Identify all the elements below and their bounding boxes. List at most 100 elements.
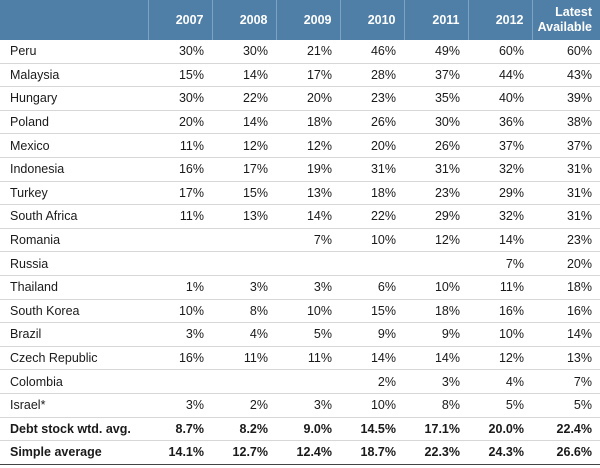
column-header: 2009: [276, 0, 341, 40]
table-cell: 12%: [212, 133, 276, 158]
column-header: 2012: [468, 0, 533, 40]
table-cell: 8%: [212, 299, 276, 324]
table-cell: 22.3%: [404, 440, 468, 465]
column-header: 2007: [148, 0, 213, 40]
row-label: Brazil: [0, 322, 148, 347]
table-cell: 14.5%: [340, 416, 404, 442]
table-cell: 24.3%: [468, 440, 532, 465]
table-row: Turkey 17% 15% 13% 18% 23% 29% 31%: [0, 181, 600, 206]
table-cell: 14%: [212, 63, 276, 88]
row-label: Turkey: [0, 181, 148, 206]
table-cell: 37%: [532, 133, 600, 158]
table-cell: 17%: [148, 181, 212, 206]
row-label: Simple average: [0, 440, 148, 465]
table-cell: 12%: [276, 133, 340, 158]
table-cell: [148, 228, 212, 253]
header-corner: [0, 0, 149, 40]
row-label: Mexico: [0, 133, 148, 158]
table-cell: 5%: [468, 393, 532, 418]
table-cell: [340, 251, 404, 276]
row-label: South Korea: [0, 299, 148, 324]
table-cell: [212, 228, 276, 253]
table-cell: 10%: [340, 228, 404, 253]
table-cell: [148, 369, 212, 394]
table-header: 2007 2008 2009 2010 2011 2012 Latest Available: [0, 0, 600, 40]
table-cell: 30%: [212, 40, 276, 64]
table-row: South Korea 10% 8% 10% 15% 18% 16% 16%: [0, 299, 600, 324]
table-cell: 26.6%: [532, 440, 600, 465]
table-cell: 18%: [340, 181, 404, 206]
table-cell: 17%: [212, 157, 276, 182]
table-cell: 3%: [212, 275, 276, 300]
table-cell: 39%: [532, 86, 600, 111]
table-cell: 11%: [148, 204, 212, 229]
table-cell: 38%: [532, 110, 600, 135]
table-cell: 14.1%: [148, 440, 212, 465]
table-cell: 16%: [532, 299, 600, 324]
table-cell: 12.4%: [276, 440, 340, 465]
column-header: 2008: [212, 0, 277, 40]
table-cell: 37%: [404, 63, 468, 88]
table-cell: 23%: [532, 228, 600, 253]
table-cell: 31%: [532, 157, 600, 182]
table-cell: 10%: [468, 322, 532, 347]
table-cell: 8%: [404, 393, 468, 418]
table-row: Brazil 3% 4% 5% 9% 9% 10% 14%: [0, 322, 600, 347]
table-cell: 35%: [404, 86, 468, 111]
table-cell: 31%: [340, 157, 404, 182]
table-cell: 9%: [404, 322, 468, 347]
table-cell: 1%: [148, 275, 212, 300]
table-cell: 3%: [276, 275, 340, 300]
table-cell: 8.7%: [148, 416, 212, 442]
table-cell: 11%: [148, 133, 212, 158]
table-cell: 12%: [404, 228, 468, 253]
table-cell: 60%: [468, 40, 532, 64]
table-cell: [276, 369, 340, 394]
row-label: Debt stock wtd. avg.: [0, 416, 148, 442]
table-row: Indonesia 16% 17% 19% 31% 31% 32% 31%: [0, 157, 600, 182]
row-label: South Africa: [0, 204, 148, 229]
table-cell: 16%: [148, 157, 212, 182]
table-cell: 9.0%: [276, 416, 340, 442]
table-cell: 4%: [212, 322, 276, 347]
table-cell: 3%: [148, 322, 212, 347]
table-cell: 14%: [212, 110, 276, 135]
table-cell: 5%: [276, 322, 340, 347]
table-cell: 23%: [404, 181, 468, 206]
table-cell: 10%: [148, 299, 212, 324]
table-cell: 10%: [340, 393, 404, 418]
table-cell: [148, 251, 212, 276]
table-cell: 16%: [148, 346, 212, 371]
table-cell: 20%: [148, 110, 212, 135]
table-cell: 40%: [468, 86, 532, 111]
table-cell: 31%: [532, 181, 600, 206]
table-cell: 30%: [148, 40, 212, 64]
table-cell: 18.7%: [340, 440, 404, 465]
table-cell: 14%: [532, 322, 600, 347]
table-cell: 17%: [276, 63, 340, 88]
table-cell: 32%: [468, 157, 532, 182]
row-label: Colombia: [0, 369, 148, 394]
table-cell: 22%: [212, 86, 276, 111]
table-cell: 31%: [404, 157, 468, 182]
row-label: Hungary: [0, 86, 148, 111]
table-cell: 20%: [532, 251, 600, 276]
table-cell: 17.1%: [404, 416, 468, 442]
row-label: Indonesia: [0, 157, 148, 182]
table-cell: 10%: [276, 299, 340, 324]
table-cell: 12.7%: [212, 440, 276, 465]
table-cell: 15%: [212, 181, 276, 206]
column-header: 2010: [340, 0, 405, 40]
table-cell: 20%: [340, 133, 404, 158]
table-cell: 12%: [468, 346, 532, 371]
table-cell: 3%: [148, 393, 212, 418]
column-header: 2011: [404, 0, 469, 40]
table-cell: 11%: [276, 346, 340, 371]
table-row: Malaysia 15% 14% 17% 28% 37% 44% 43%: [0, 63, 600, 88]
table-cell: 18%: [532, 275, 600, 300]
table-cell: [212, 369, 276, 394]
table-cell: 26%: [404, 133, 468, 158]
table-cell: 13%: [276, 181, 340, 206]
table-cell: 20.0%: [468, 416, 532, 442]
